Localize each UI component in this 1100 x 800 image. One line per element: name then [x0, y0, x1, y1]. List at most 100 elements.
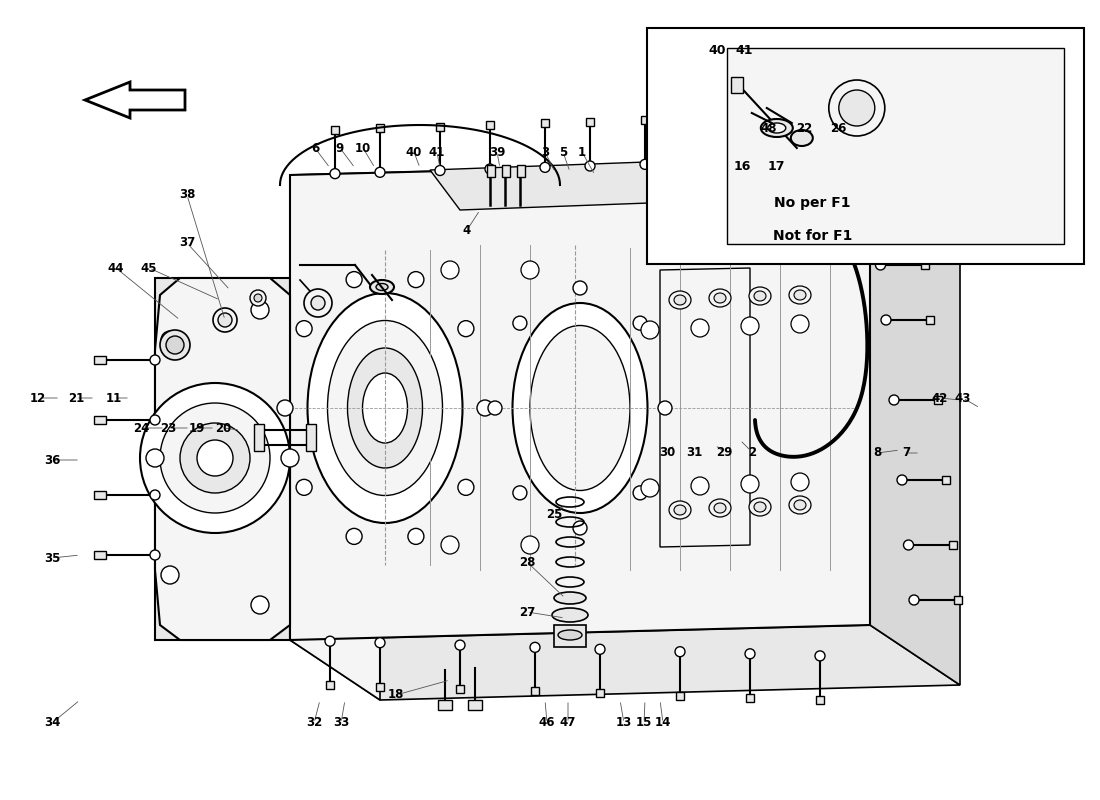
Bar — [468, 700, 482, 710]
Text: 7: 7 — [902, 446, 910, 459]
Text: 19: 19 — [189, 422, 206, 434]
Ellipse shape — [308, 293, 462, 523]
Circle shape — [150, 490, 160, 500]
Circle shape — [740, 156, 750, 166]
Polygon shape — [290, 175, 380, 700]
Text: 4: 4 — [463, 223, 471, 237]
Circle shape — [441, 536, 459, 554]
Bar — [586, 118, 594, 126]
Ellipse shape — [669, 291, 691, 309]
Circle shape — [1035, 220, 1045, 230]
Ellipse shape — [530, 326, 630, 490]
Circle shape — [250, 290, 266, 306]
Ellipse shape — [749, 498, 771, 516]
Text: 36: 36 — [44, 454, 60, 466]
Circle shape — [634, 486, 647, 500]
Polygon shape — [155, 278, 290, 640]
Ellipse shape — [794, 500, 806, 510]
Bar — [487, 165, 495, 177]
Bar — [934, 396, 942, 404]
Circle shape — [573, 281, 587, 295]
Circle shape — [254, 294, 262, 302]
Bar — [456, 685, 464, 693]
Bar — [935, 192, 987, 230]
Text: 40: 40 — [708, 43, 726, 57]
Text: 46: 46 — [539, 717, 556, 730]
Text: 21: 21 — [68, 391, 84, 405]
Text: 20: 20 — [214, 422, 231, 434]
Bar — [486, 121, 494, 129]
Text: 16: 16 — [733, 159, 750, 173]
Circle shape — [641, 321, 659, 339]
Circle shape — [140, 383, 290, 533]
Text: 2: 2 — [748, 446, 756, 458]
Polygon shape — [727, 48, 1064, 244]
Circle shape — [150, 355, 160, 365]
Circle shape — [161, 566, 179, 584]
Text: 15: 15 — [636, 717, 652, 730]
Circle shape — [488, 401, 502, 415]
Ellipse shape — [791, 130, 813, 146]
Bar — [94, 416, 106, 424]
Circle shape — [330, 169, 340, 178]
Bar — [691, 115, 698, 123]
Circle shape — [485, 164, 495, 174]
Text: passion for parts: passion for parts — [324, 344, 636, 516]
Bar — [647, 28, 1084, 264]
Circle shape — [691, 477, 710, 495]
Bar — [741, 114, 749, 122]
Circle shape — [540, 162, 550, 172]
Circle shape — [311, 296, 324, 310]
Text: 12: 12 — [30, 391, 46, 405]
Bar — [641, 116, 649, 124]
Circle shape — [785, 155, 795, 165]
Circle shape — [161, 331, 179, 349]
Polygon shape — [290, 160, 960, 235]
Circle shape — [839, 90, 875, 126]
Circle shape — [166, 336, 184, 354]
Text: 41: 41 — [429, 146, 446, 158]
Circle shape — [277, 400, 293, 416]
Circle shape — [346, 528, 362, 544]
Text: 48: 48 — [761, 122, 778, 134]
Text: 10: 10 — [355, 142, 371, 154]
Ellipse shape — [761, 119, 793, 137]
Bar — [94, 356, 106, 364]
Bar — [436, 122, 444, 130]
Polygon shape — [870, 160, 960, 685]
Circle shape — [1035, 195, 1045, 205]
Text: 5: 5 — [559, 146, 568, 158]
Circle shape — [408, 528, 424, 544]
Circle shape — [280, 449, 299, 467]
Circle shape — [180, 423, 250, 493]
Circle shape — [909, 595, 918, 605]
Bar — [816, 696, 824, 704]
Text: 43: 43 — [955, 391, 971, 405]
Text: 26: 26 — [829, 122, 846, 134]
Ellipse shape — [794, 290, 806, 300]
Ellipse shape — [789, 496, 811, 514]
Circle shape — [521, 536, 539, 554]
Text: 35: 35 — [44, 551, 60, 565]
Text: 14: 14 — [654, 717, 671, 730]
Text: 30: 30 — [659, 446, 675, 459]
Bar — [331, 126, 339, 134]
Text: 22: 22 — [796, 122, 812, 134]
Text: 34: 34 — [44, 717, 60, 730]
Text: 45: 45 — [141, 262, 157, 274]
Circle shape — [197, 440, 233, 476]
Text: 25: 25 — [546, 507, 562, 521]
Circle shape — [690, 158, 700, 168]
Ellipse shape — [669, 501, 691, 519]
Ellipse shape — [370, 280, 394, 294]
Text: 47: 47 — [560, 717, 576, 730]
Ellipse shape — [789, 286, 811, 304]
Ellipse shape — [552, 608, 589, 622]
Text: 42: 42 — [932, 391, 948, 405]
Circle shape — [213, 308, 236, 332]
Bar — [554, 625, 586, 647]
Circle shape — [828, 80, 884, 136]
Circle shape — [741, 475, 759, 493]
Circle shape — [146, 449, 164, 467]
Text: 17: 17 — [768, 159, 785, 173]
